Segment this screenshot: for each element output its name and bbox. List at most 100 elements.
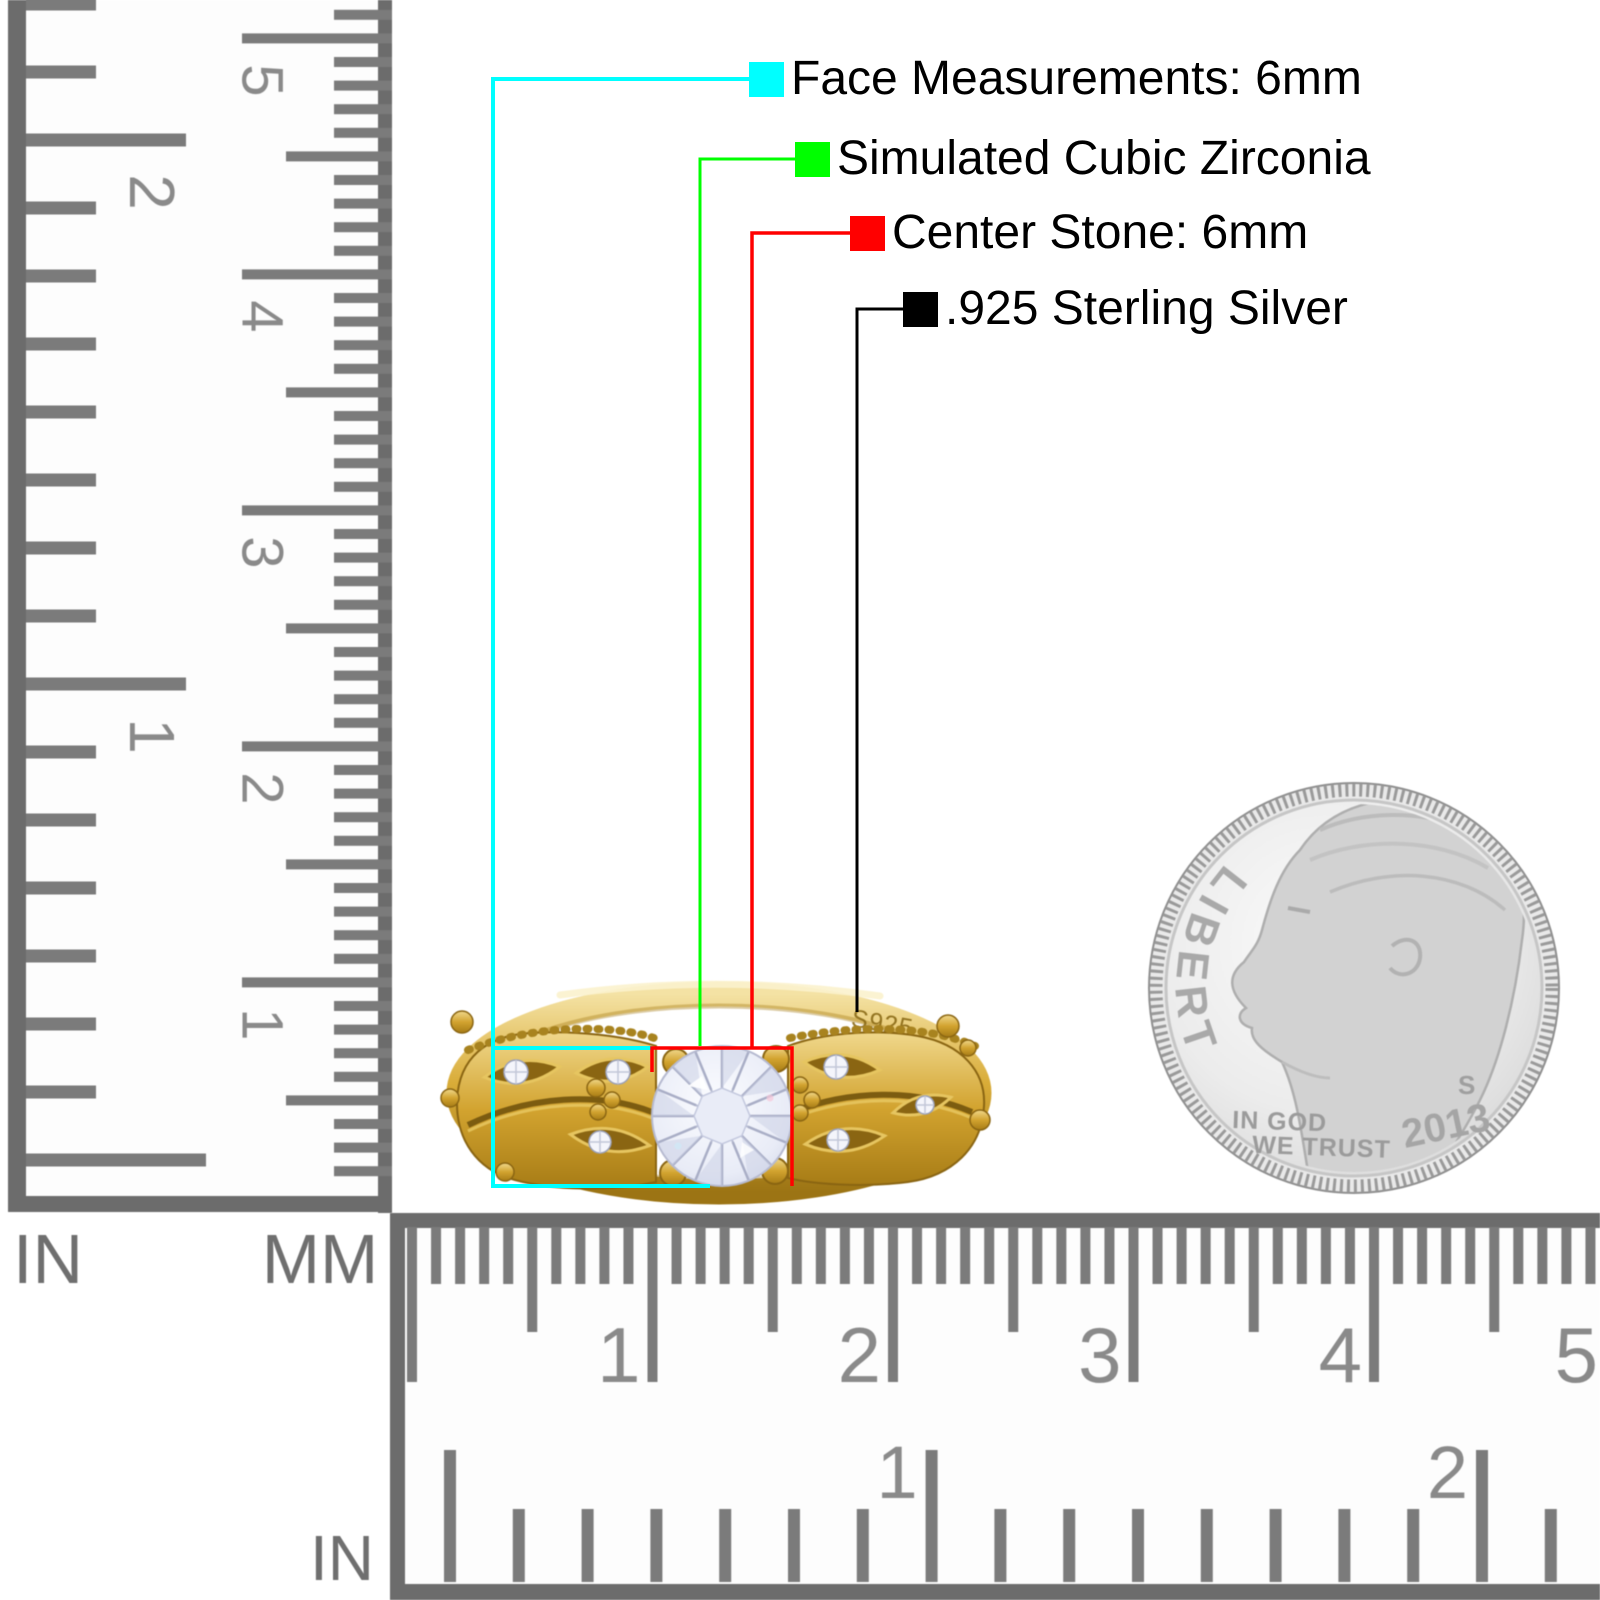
ruler-tick — [936, 1227, 947, 1284]
ruler-tick — [242, 977, 392, 988]
ruler-tick — [1585, 1227, 1596, 1284]
ring-vine-left-highlight — [467, 1103, 653, 1133]
ruler-tick — [839, 1227, 850, 1284]
dime-mint-mark: S — [1458, 1070, 1475, 1100]
ruler-number: 3 — [230, 536, 295, 568]
ruler-tick — [650, 1509, 663, 1582]
ruler-tick — [788, 1509, 800, 1582]
dime-reeded-edge — [1149, 783, 1559, 1193]
ruler-tick — [26, 1153, 206, 1167]
ruler-tick — [334, 765, 392, 775]
ruler-tick — [334, 930, 392, 941]
ruler-number: 2 — [116, 174, 188, 210]
ruler-tick — [575, 1227, 586, 1284]
center-stone-facet-line — [657, 1088, 697, 1107]
ruler-tick — [334, 883, 392, 893]
ruler-tick — [334, 1142, 392, 1153]
center-stone-leader-line — [750, 231, 850, 1048]
ruler-tick — [1417, 1227, 1428, 1284]
center-stone-facet — [653, 1089, 694, 1116]
ruler-tick — [863, 1227, 874, 1284]
ring-bead — [803, 1091, 821, 1109]
center-stone-facet — [750, 1116, 791, 1143]
ruler-tick — [334, 175, 392, 185]
ruler-tick — [334, 198, 392, 209]
ruler-tick — [1561, 1227, 1572, 1284]
sterling-silver-label: .925 Sterling Silver — [945, 282, 1348, 335]
ruler-number: 1 — [230, 1008, 295, 1040]
ring-bead — [791, 1104, 809, 1122]
ruler-tick — [334, 670, 392, 681]
ruler-tick — [994, 1509, 1007, 1582]
bottom-ruler-bottom-edge — [390, 1584, 1600, 1600]
ruler-tick — [1465, 1227, 1476, 1284]
ruler-tick — [512, 1509, 525, 1582]
ruler-tick — [334, 599, 392, 610]
ruler-tick — [1441, 1227, 1452, 1284]
ruler-tick — [1063, 1509, 1076, 1582]
ring-accent-stone-facets — [916, 1096, 934, 1114]
center-stone-table — [693, 1087, 751, 1145]
center-stone-facet-line — [657, 1125, 697, 1144]
ruler-tick — [334, 411, 392, 421]
ruler-tick — [581, 1509, 594, 1582]
ruler-tick — [26, 609, 96, 623]
ruler-tick — [1176, 1227, 1187, 1284]
ruler-tick — [1269, 1509, 1282, 1582]
ring-accent-stone-facets — [589, 1131, 611, 1153]
ruler-tick — [286, 151, 392, 162]
ruler-tick — [334, 222, 392, 233]
ruler-tick — [26, 65, 96, 79]
ruler-tick — [334, 57, 392, 67]
ruler-tick — [527, 1227, 538, 1332]
sterling-silver-swatch — [903, 291, 938, 327]
ruler-tick — [984, 1227, 995, 1284]
ruler-tick — [334, 1024, 392, 1035]
ruler-tick — [334, 293, 392, 303]
center-stone-swatch — [850, 215, 885, 251]
ruler-number: 1 — [876, 1431, 917, 1514]
ring-accent-stone-facets — [504, 1060, 528, 1084]
ruler-number: 2 — [230, 772, 295, 804]
ruler-tick — [334, 245, 392, 256]
ruler-tick — [1338, 1509, 1351, 1582]
ruler-tick — [26, 201, 96, 215]
left-ruler-bottom-edge — [8, 1196, 392, 1212]
ruler-tick — [791, 1227, 802, 1284]
ruler-tick — [1248, 1227, 1259, 1332]
portrait-hair-stroke — [1309, 841, 1490, 870]
ruler-tick — [334, 576, 392, 587]
ruler-tick — [242, 741, 392, 752]
ruler-tick — [26, 473, 96, 487]
ruler-tick — [334, 788, 392, 799]
ruler-tick — [26, 405, 96, 419]
ruler-tick — [242, 505, 392, 516]
ruler-tick — [623, 1227, 634, 1284]
ring-band-highlight — [556, 980, 884, 1000]
ruler-tick — [1200, 1509, 1213, 1582]
ruler-tick — [1476, 1450, 1488, 1582]
ring-vine-left — [466, 1096, 654, 1128]
callout-center-stone: Center Stone: 6mm — [850, 207, 1308, 259]
ruler-tick — [1393, 1227, 1404, 1284]
ruler-tick — [407, 1227, 417, 1382]
callout-lines — [491, 77, 903, 1188]
silver-leader-line — [855, 307, 903, 1012]
left-ruler-inch-unit-label: IN — [13, 1220, 83, 1298]
ruler-number: 1 — [116, 718, 188, 754]
ruler-tick — [671, 1227, 682, 1284]
ruler-tick — [695, 1227, 706, 1284]
ruler-number: 5 — [230, 64, 295, 96]
center-stone-sparkle — [740, 1142, 754, 1158]
ruler-tick — [1080, 1227, 1091, 1284]
ring-milgrain-right — [786, 1024, 979, 1050]
ruler-tick — [1296, 1227, 1307, 1284]
ruler-tick — [334, 717, 392, 728]
callout-sterling-silver: .925 Sterling Silver — [903, 283, 1348, 335]
ruler-tick — [1320, 1227, 1331, 1284]
ruler-tick — [1128, 1227, 1139, 1382]
center-stone-facet-line — [731, 1051, 750, 1091]
center-stone-sparkle — [688, 1076, 708, 1090]
ruler-tick — [767, 1227, 778, 1332]
